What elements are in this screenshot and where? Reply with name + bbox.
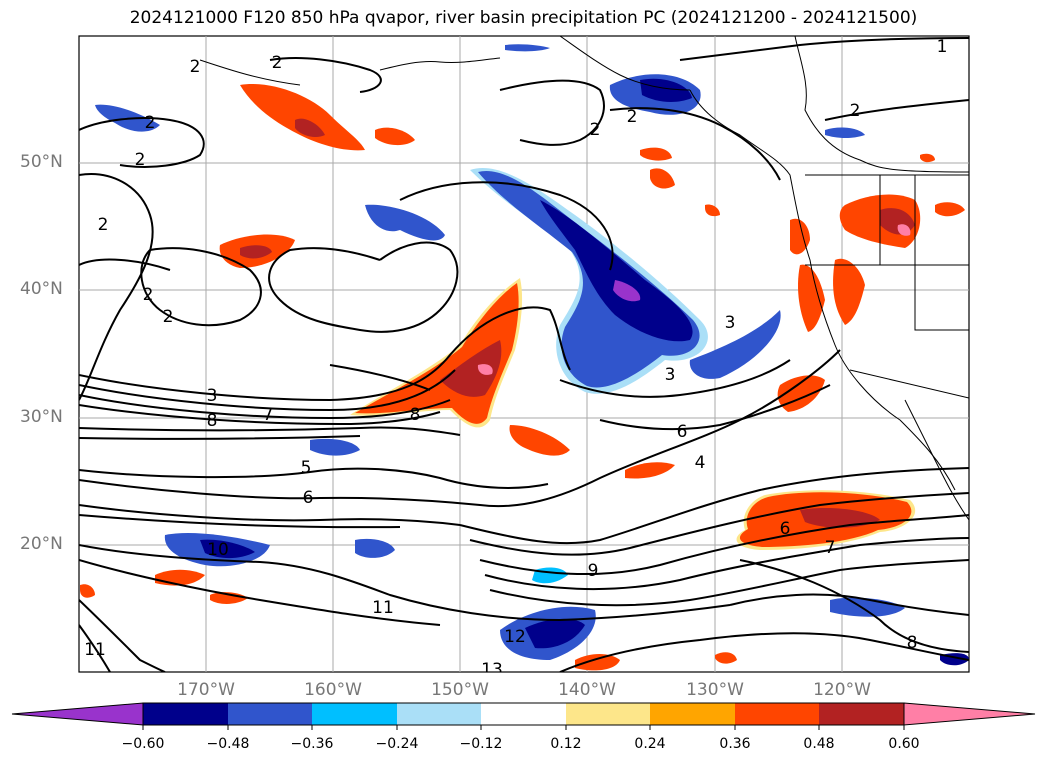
contour-label: 8 xyxy=(207,411,218,431)
colorbar-bin xyxy=(650,703,735,725)
contour-label: 12 xyxy=(504,627,526,647)
contour-labels: 1 2 2 2 2 2 2 2 2 2 2 3 3 3 4 5 6 6 6 7 … xyxy=(84,37,948,680)
colorbar-tick-label: −0.36 xyxy=(290,736,334,752)
colorbar-tick-label: 0.48 xyxy=(803,736,835,752)
contour-label: 10 xyxy=(207,540,229,560)
colorbar-tick-label: −0.48 xyxy=(206,736,250,752)
colorbar-tick-label: 0.36 xyxy=(719,736,751,752)
colorbar-bin xyxy=(143,703,228,725)
contour-label: 2 xyxy=(850,101,861,121)
contour-label: 2 xyxy=(272,53,283,73)
contour-label: 4 xyxy=(695,453,706,473)
contour-label: 5 xyxy=(301,458,312,478)
colorbar-bin xyxy=(228,703,312,725)
lon-label: 170°W xyxy=(177,680,235,700)
lon-label: 150°W xyxy=(431,680,489,700)
colorbar-bin xyxy=(735,703,819,725)
colorbar-overflow-triangle xyxy=(903,702,1036,726)
contour-label: 2 xyxy=(627,107,638,127)
contour-label: 6 xyxy=(303,488,314,508)
contour-label: 2 xyxy=(145,113,156,133)
contour-label: 11 xyxy=(372,598,394,618)
lon-label: 130°W xyxy=(686,680,744,700)
contour-label: 7 xyxy=(825,538,836,558)
coastlines xyxy=(199,36,969,521)
contour-label: 6 xyxy=(677,422,688,442)
contour-label: 8 xyxy=(907,633,918,653)
contour-label: 2 xyxy=(163,307,174,327)
colorbar-outline xyxy=(142,702,905,726)
colorbar-tick-label: 0.24 xyxy=(634,736,666,752)
contour-label: 3 xyxy=(665,365,676,385)
colorbar-bin xyxy=(312,703,397,725)
colorbar-tick-label: 0.12 xyxy=(550,736,582,752)
lon-label: 160°W xyxy=(304,680,362,700)
lat-label: 50°N xyxy=(20,152,63,172)
colorbar-tick-label: −0.60 xyxy=(121,736,165,752)
colorbar-tick-marks xyxy=(142,725,905,730)
contour-label: 3 xyxy=(725,313,736,333)
colorbar-bin xyxy=(566,703,650,725)
colorbar-bin xyxy=(481,703,566,725)
contour-label: 13 xyxy=(481,660,503,680)
colorbar-underflow-triangle xyxy=(11,702,144,726)
colorbar-bin xyxy=(397,703,481,725)
lon-label: 120°W xyxy=(813,680,871,700)
positive-pc-shading xyxy=(80,84,965,671)
contour-label: 11 xyxy=(84,640,106,660)
qvapor-contours xyxy=(79,37,969,672)
contour-label: 8 xyxy=(410,405,421,425)
colorbar-tick-label: −0.12 xyxy=(459,736,503,752)
contour-label: 7 xyxy=(263,405,274,425)
contour-label: 2 xyxy=(98,215,109,235)
contour-label: 2 xyxy=(190,57,201,77)
colorbar-tick-label: 0.60 xyxy=(888,736,920,752)
contour-label: 2 xyxy=(590,120,601,140)
contour-label: 1 xyxy=(937,37,948,57)
contour-label: 6 xyxy=(780,519,791,539)
lat-label: 40°N xyxy=(20,279,63,299)
contour-label: 2 xyxy=(143,285,154,305)
plot-title: 2024121000 F120 850 hPa qvapor, river ba… xyxy=(129,8,918,28)
colorbar-bin xyxy=(819,703,904,725)
colorbar xyxy=(11,702,1036,730)
map-layers: 1 2 2 2 2 2 2 2 2 2 2 3 3 3 4 5 6 6 6 7 … xyxy=(79,36,969,680)
contour-label: 2 xyxy=(135,150,146,170)
lat-label: 30°N xyxy=(20,407,63,427)
contour-label: 9 xyxy=(588,561,599,581)
lon-label: 140°W xyxy=(558,680,616,700)
lat-label: 20°N xyxy=(20,534,63,554)
colorbar-tick-label: −0.24 xyxy=(375,736,419,752)
contour-label: 3 xyxy=(207,386,218,406)
